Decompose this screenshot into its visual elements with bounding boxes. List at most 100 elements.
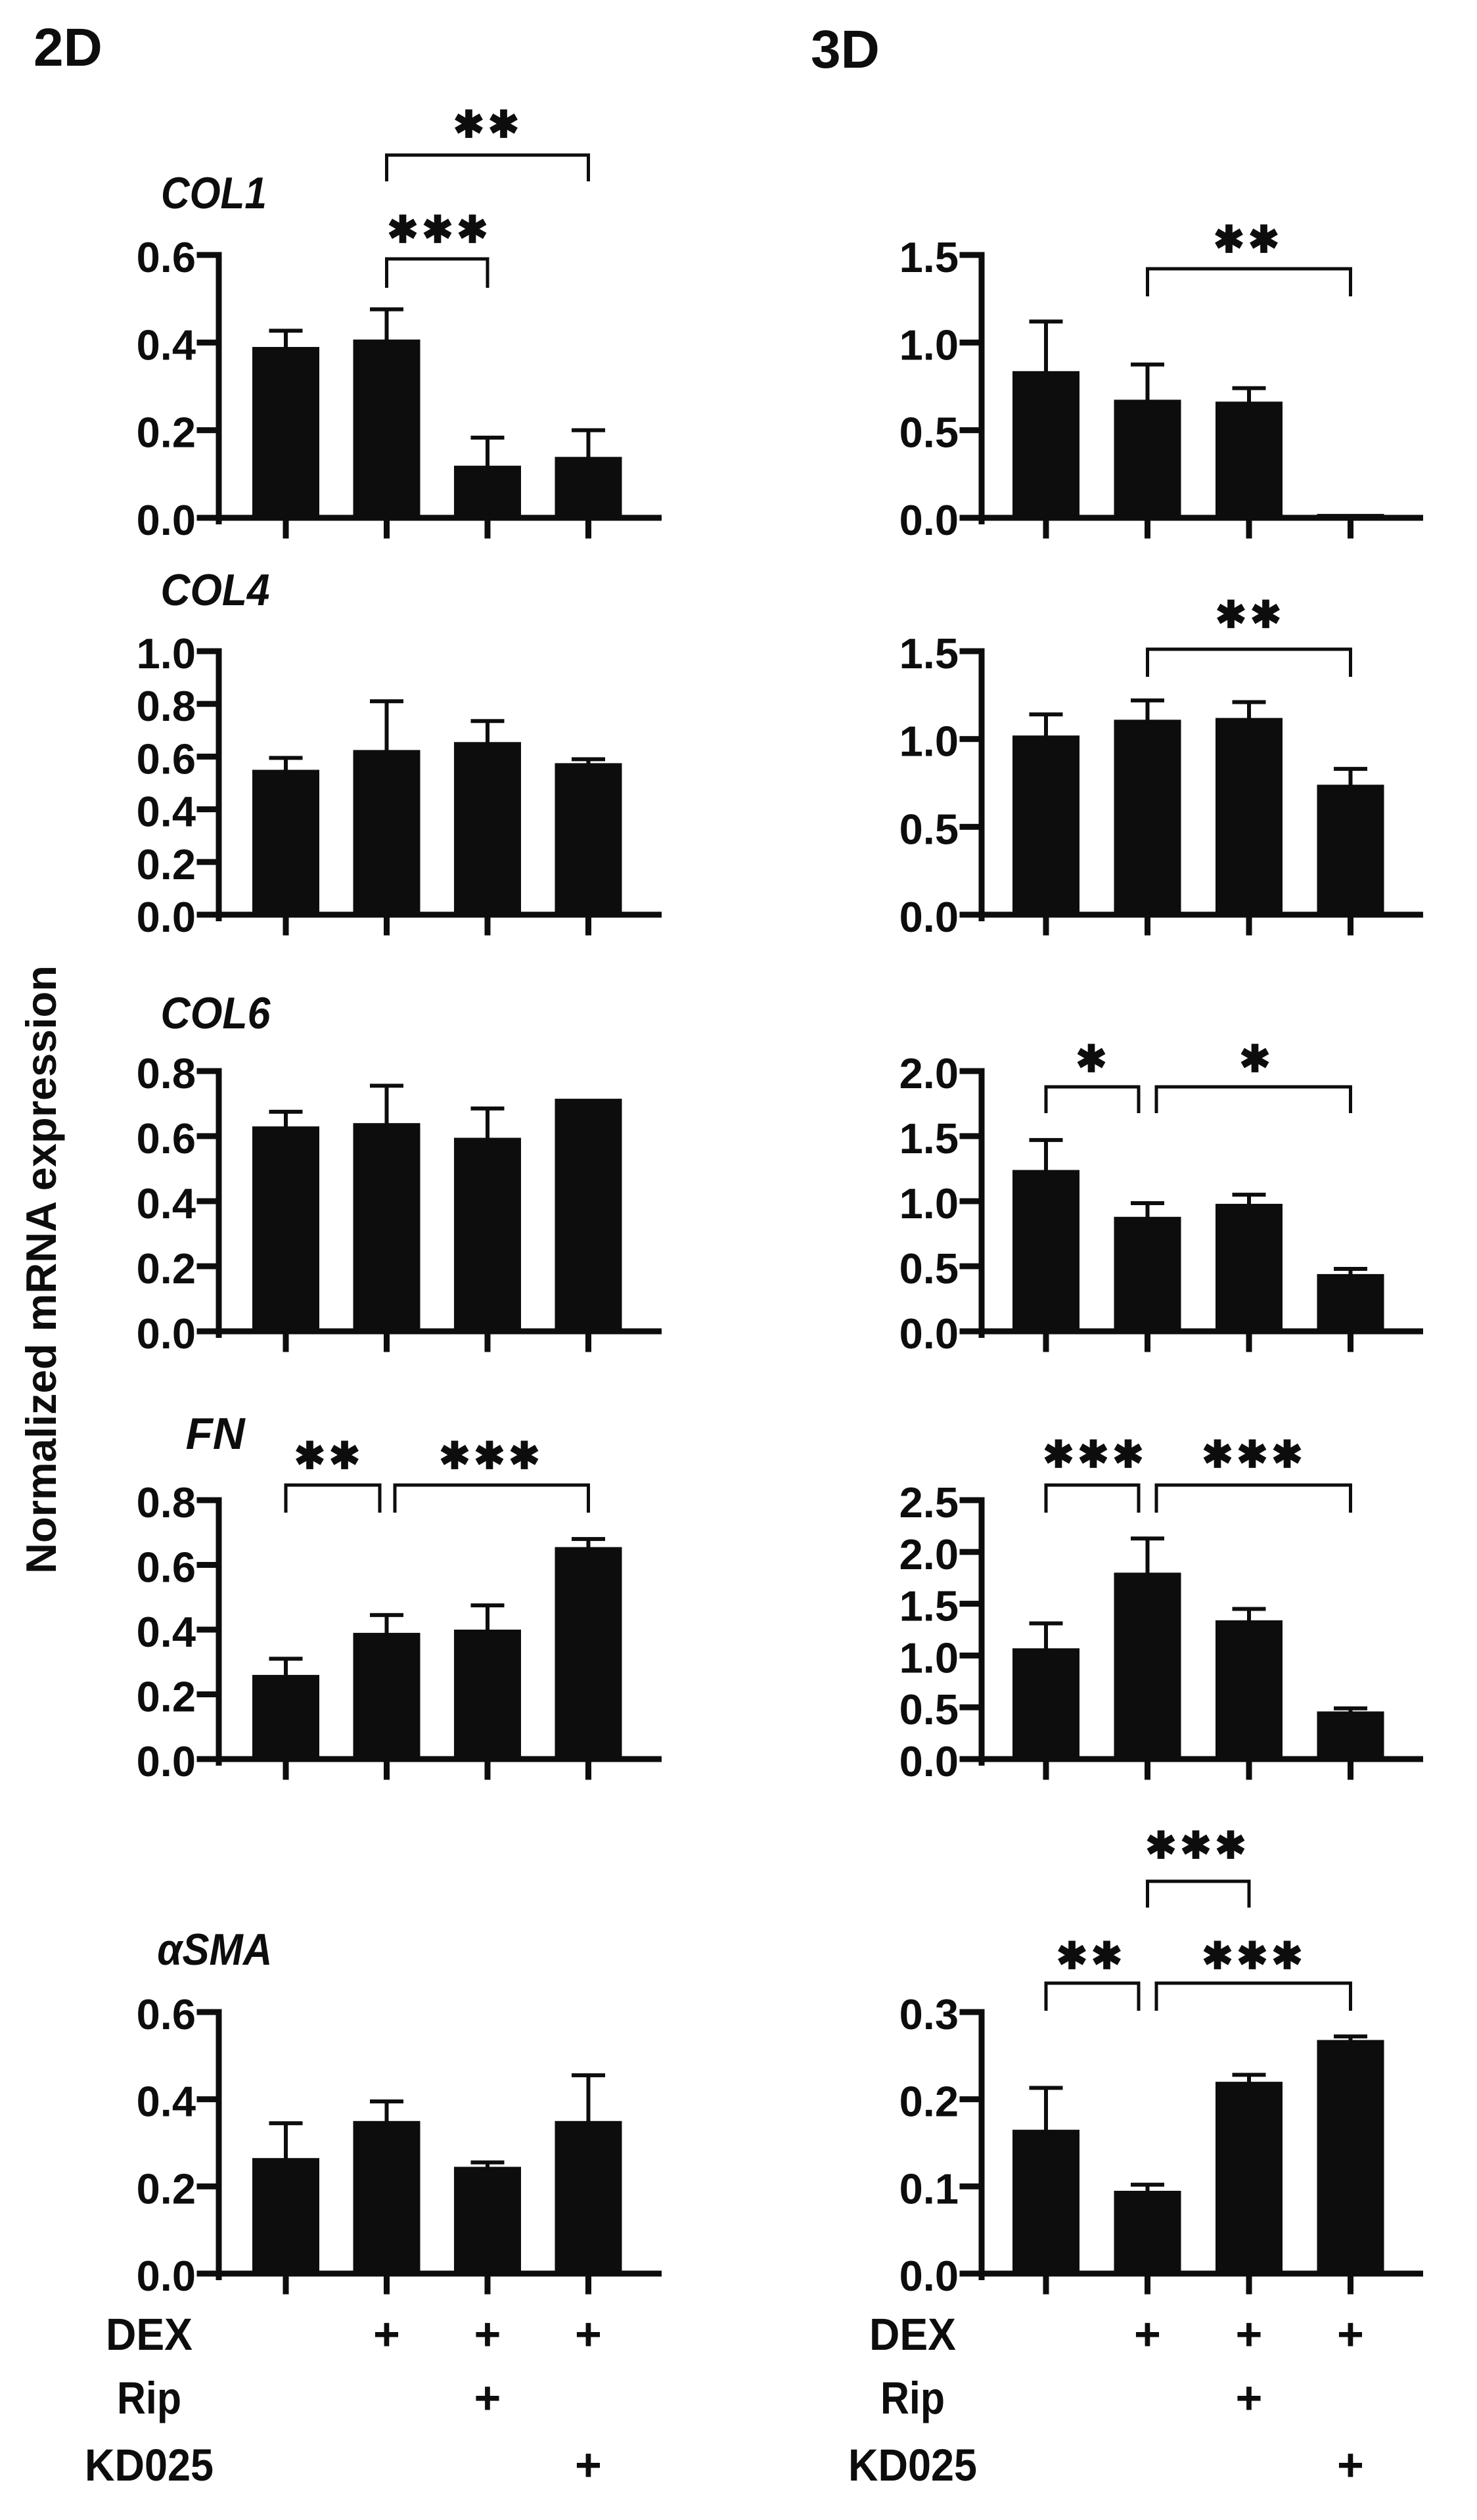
- svg-text:1.5: 1.5: [899, 1114, 959, 1162]
- svg-text:✱: ✱: [1248, 219, 1280, 261]
- svg-text:✱: ✱: [1091, 1935, 1123, 1977]
- svg-text:+: +: [1236, 2308, 1263, 2360]
- svg-text:✱: ✱: [474, 1435, 505, 1477]
- svg-text:1.5: 1.5: [899, 233, 959, 281]
- svg-text:✱: ✱: [1145, 1825, 1177, 1867]
- svg-text:✱: ✱: [1202, 1935, 1233, 1977]
- svg-text:✱: ✱: [1271, 1434, 1303, 1476]
- svg-text:0.0: 0.0: [899, 1737, 959, 1785]
- svg-text:✱: ✱: [488, 104, 520, 146]
- svg-text:0.0: 0.0: [899, 2252, 959, 2300]
- svg-text:0.4: 0.4: [137, 2078, 196, 2126]
- svg-text:✱: ✱: [1237, 1935, 1268, 1977]
- svg-text:0.2: 0.2: [137, 2165, 196, 2212]
- svg-text:+: +: [1236, 2372, 1263, 2423]
- svg-text:0.5: 0.5: [899, 1685, 959, 1733]
- svg-text:Rip: Rip: [880, 2373, 945, 2423]
- svg-text:COL6: COL6: [161, 988, 271, 1038]
- svg-text:0.5: 0.5: [899, 805, 959, 853]
- svg-text:✱: ✱: [294, 1435, 326, 1477]
- svg-text:✱: ✱: [1043, 1434, 1074, 1476]
- svg-text:0.0: 0.0: [137, 1737, 196, 1785]
- svg-text:2D: 2D: [34, 18, 102, 78]
- svg-text:1.0: 1.0: [899, 1634, 959, 1682]
- svg-text:0.4: 0.4: [137, 321, 196, 369]
- svg-text:✱: ✱: [439, 1435, 470, 1477]
- svg-text:✱: ✱: [1239, 1038, 1271, 1080]
- svg-text:✱: ✱: [1180, 1825, 1212, 1867]
- svg-text:✱: ✱: [509, 1435, 540, 1477]
- svg-text:✱: ✱: [422, 209, 453, 251]
- svg-text:+: +: [1337, 2439, 1364, 2490]
- svg-text:FN: FN: [186, 1409, 246, 1459]
- svg-text:DEX: DEX: [106, 2309, 193, 2360]
- svg-text:0.0: 0.0: [899, 893, 959, 941]
- svg-text:+: +: [474, 2308, 501, 2360]
- svg-text:✱: ✱: [453, 104, 485, 146]
- svg-text:0.6: 0.6: [137, 1990, 196, 2038]
- svg-text:0.8: 0.8: [137, 1478, 196, 1526]
- svg-text:0.5: 0.5: [899, 409, 959, 457]
- svg-text:✱: ✱: [1076, 1038, 1107, 1080]
- svg-text:αSMA: αSMA: [157, 1925, 272, 1975]
- svg-text:2.5: 2.5: [899, 1478, 959, 1526]
- svg-text:✱: ✱: [1202, 1434, 1233, 1476]
- svg-text:0.2: 0.2: [899, 2078, 959, 2126]
- svg-text:+: +: [1337, 2308, 1364, 2360]
- svg-text:3D: 3D: [811, 20, 880, 80]
- svg-text:DEX: DEX: [869, 2309, 956, 2360]
- svg-text:+: +: [575, 2439, 602, 2490]
- svg-text:✱: ✱: [1112, 1434, 1144, 1476]
- svg-text:✱: ✱: [1250, 594, 1282, 636]
- svg-text:✱: ✱: [1078, 1434, 1109, 1476]
- svg-text:COL4: COL4: [161, 565, 270, 615]
- svg-text:0.0: 0.0: [899, 496, 959, 544]
- svg-text:+: +: [474, 2372, 501, 2423]
- svg-text:0.0: 0.0: [137, 893, 196, 941]
- svg-text:✱: ✱: [457, 209, 488, 251]
- svg-text:0.6: 0.6: [137, 1114, 196, 1162]
- svg-text:1.0: 1.0: [137, 630, 196, 677]
- svg-text:Rip: Rip: [117, 2373, 181, 2423]
- svg-text:0.5: 0.5: [899, 1245, 959, 1293]
- svg-text:0.6: 0.6: [137, 1544, 196, 1592]
- svg-text:0.0: 0.0: [137, 2252, 196, 2300]
- svg-text:+: +: [1134, 2308, 1161, 2360]
- svg-text:✱: ✱: [1215, 1825, 1246, 1867]
- svg-text:0.0: 0.0: [137, 1310, 196, 1358]
- svg-text:0.2: 0.2: [137, 1673, 196, 1721]
- svg-text:0.2: 0.2: [137, 1245, 196, 1293]
- svg-text:0.3: 0.3: [899, 1990, 959, 2038]
- svg-text:✱: ✱: [329, 1435, 361, 1477]
- svg-text:0.4: 0.4: [137, 1608, 196, 1656]
- svg-text:0.4: 0.4: [137, 1180, 196, 1227]
- svg-text:0.2: 0.2: [137, 409, 196, 457]
- svg-text:0.1: 0.1: [899, 2165, 959, 2212]
- svg-text:✱: ✱: [1057, 1935, 1088, 1977]
- svg-text:KD025: KD025: [848, 2440, 977, 2490]
- svg-text:1.5: 1.5: [899, 630, 959, 677]
- svg-text:0.8: 0.8: [137, 682, 196, 730]
- svg-text:0.4: 0.4: [137, 788, 196, 836]
- svg-text:✱: ✱: [1237, 1434, 1268, 1476]
- svg-text:+: +: [373, 2308, 400, 2360]
- svg-text:1.5: 1.5: [899, 1582, 959, 1630]
- svg-text:0.6: 0.6: [137, 735, 196, 783]
- svg-text:✱: ✱: [1214, 219, 1245, 261]
- svg-text:Normalized mRNA expression: Normalized mRNA expression: [17, 965, 65, 1574]
- svg-text:1.0: 1.0: [899, 718, 959, 766]
- svg-text:KD025: KD025: [85, 2440, 214, 2490]
- svg-text:+: +: [575, 2308, 602, 2360]
- svg-text:0.0: 0.0: [899, 1310, 959, 1358]
- svg-text:✱: ✱: [1216, 594, 1247, 636]
- svg-text:2.0: 2.0: [899, 1049, 959, 1097]
- svg-text:COL1: COL1: [161, 168, 267, 218]
- svg-text:0.8: 0.8: [137, 1049, 196, 1097]
- svg-text:0.0: 0.0: [137, 496, 196, 544]
- svg-text:1.0: 1.0: [899, 321, 959, 369]
- svg-text:2.0: 2.0: [899, 1530, 959, 1578]
- svg-text:0.2: 0.2: [137, 840, 196, 888]
- svg-text:0.6: 0.6: [137, 233, 196, 281]
- svg-text:1.0: 1.0: [899, 1180, 959, 1227]
- svg-text:✱: ✱: [1271, 1935, 1303, 1977]
